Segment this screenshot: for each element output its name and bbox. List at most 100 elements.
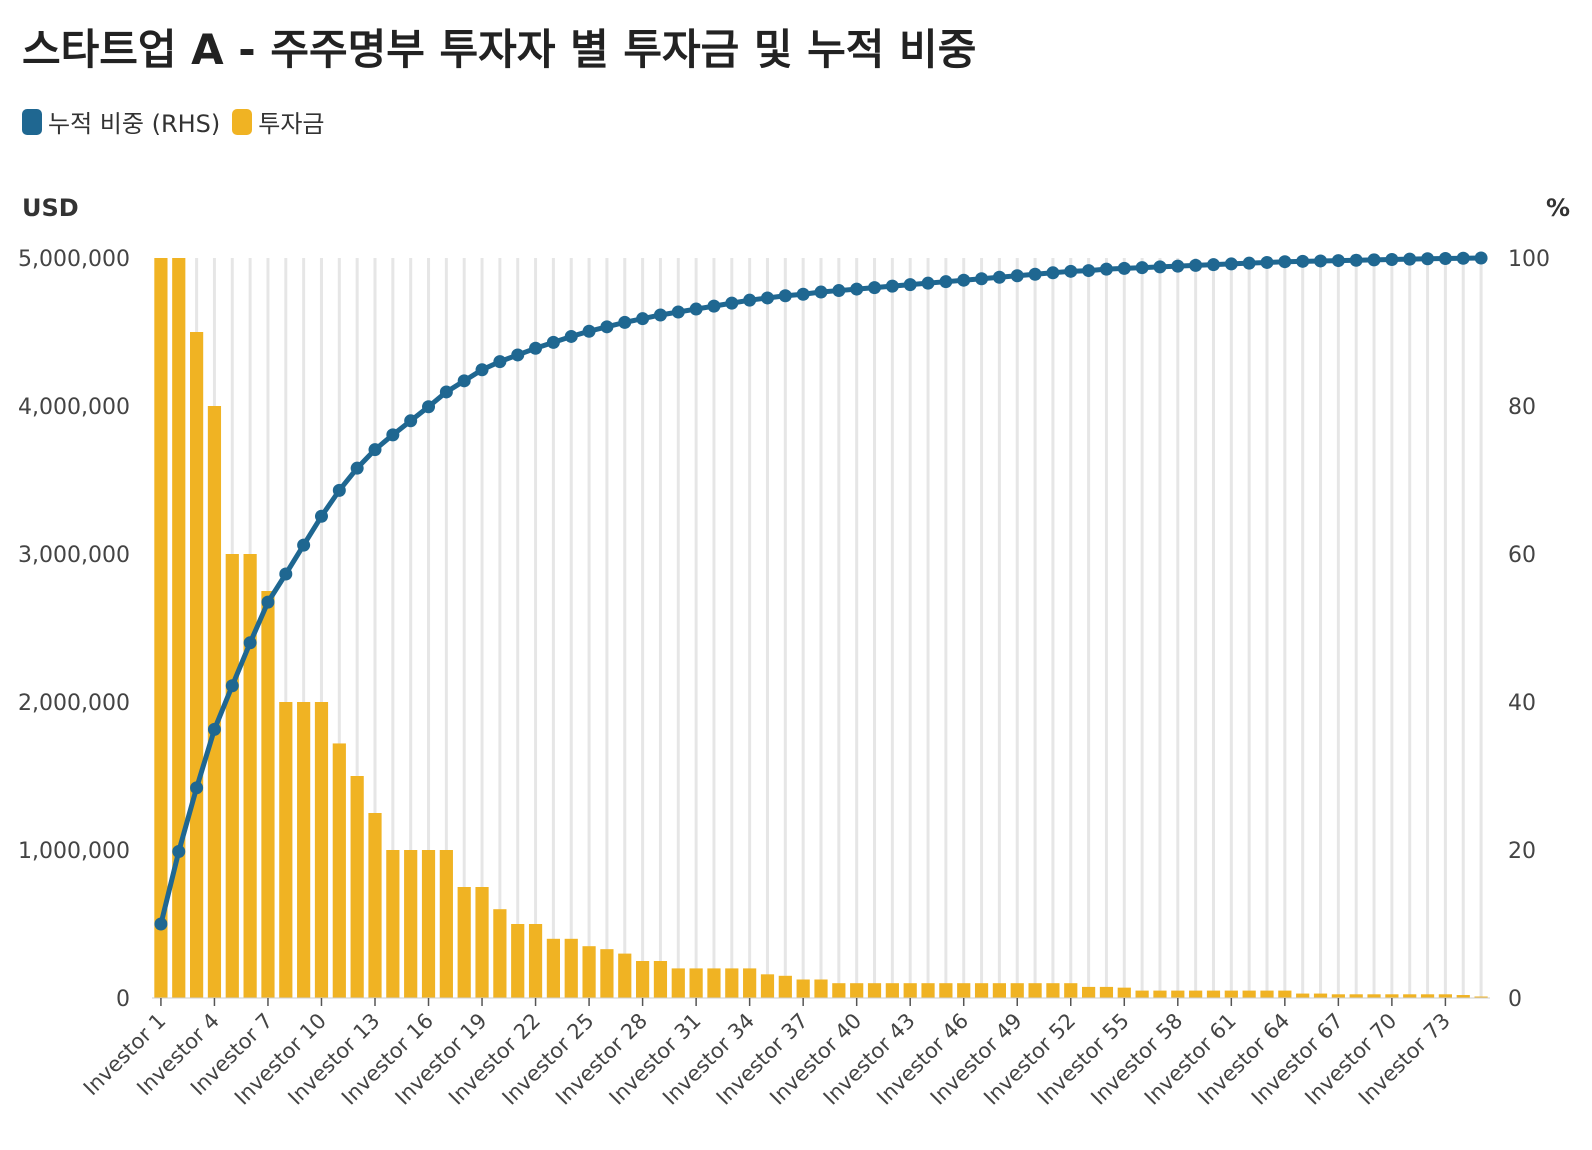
- cumulative-point: [1099, 262, 1113, 276]
- bar: [1403, 994, 1417, 998]
- bar: [618, 953, 632, 998]
- cumulative-point: [225, 679, 239, 693]
- cumulative-point: [1331, 254, 1345, 268]
- bar: [1171, 990, 1185, 998]
- cumulative-point: [1117, 261, 1131, 275]
- bar: [1474, 996, 1488, 998]
- bar: [743, 968, 757, 998]
- cumulative-point: [921, 276, 935, 290]
- cumulative-point: [475, 363, 489, 377]
- cumulative-point: [796, 287, 810, 301]
- cumulative-point: [493, 355, 507, 369]
- bar: [189, 332, 204, 998]
- cumulative-point: [957, 273, 971, 287]
- cumulative-point: [529, 341, 543, 355]
- bar: [582, 946, 596, 998]
- cumulative-point: [1385, 252, 1399, 266]
- bar: [1438, 994, 1453, 998]
- y-right-tick-label: 40: [1508, 691, 1536, 716]
- bar: [1296, 993, 1310, 998]
- bar: [796, 979, 810, 998]
- bar: [850, 983, 864, 998]
- bar: [1046, 983, 1060, 998]
- bar: [903, 983, 917, 998]
- legend-label-cumulative: 누적 비중 (RHS): [48, 110, 221, 138]
- cumulative-point: [511, 348, 525, 362]
- cumulative-point: [1349, 253, 1363, 267]
- bar: [332, 743, 346, 998]
- cumulative-point: [992, 270, 1006, 284]
- cumulative-point: [1064, 264, 1078, 278]
- bar: [493, 909, 507, 998]
- bar: [404, 850, 418, 998]
- cumulative-point: [707, 299, 721, 313]
- cumulative-point: [350, 461, 364, 475]
- bar: [350, 776, 364, 998]
- bar: [885, 983, 899, 998]
- cumulative-point: [243, 636, 257, 650]
- bar: [814, 979, 828, 998]
- bar: [939, 983, 953, 998]
- cumulative-point: [725, 296, 739, 310]
- y-right-tick-label: 80: [1508, 395, 1536, 420]
- cumulative-point: [885, 279, 899, 293]
- cumulative-point: [1242, 256, 1256, 270]
- bar: [421, 850, 436, 998]
- y-right-tick-label: 20: [1508, 839, 1536, 864]
- bar: [921, 983, 935, 998]
- legend-label-investment: 투자금: [258, 110, 325, 138]
- y-left-tick-label: 4,000,000: [18, 395, 130, 420]
- bar: [992, 983, 1007, 998]
- chart-title: 스타트업 A - 주주명부 투자자 별 투자금 및 누적 비중: [22, 25, 977, 74]
- left-axis-unit: USD: [22, 194, 79, 222]
- cumulative-point: [1082, 264, 1096, 278]
- cumulative-point: [814, 285, 828, 299]
- cumulative-point: [618, 315, 632, 329]
- cumulative-point: [422, 400, 436, 414]
- bar: [1206, 990, 1221, 998]
- cumulative-point: [1028, 267, 1042, 281]
- cumulative-point: [279, 567, 293, 581]
- bar: [760, 974, 775, 998]
- cumulative-point: [546, 335, 560, 349]
- bar: [1028, 983, 1042, 998]
- bar: [564, 938, 578, 998]
- bar: [297, 702, 311, 998]
- bar: [635, 961, 650, 998]
- right-axis-unit: %: [1545, 194, 1570, 222]
- y-right-tick-label: 0: [1508, 987, 1522, 1012]
- y-left-tick-label: 3,000,000: [18, 543, 130, 568]
- y-left-tick-label: 5,000,000: [18, 247, 130, 272]
- cumulative-point: [386, 428, 400, 442]
- bar: [279, 702, 293, 998]
- bar: [1367, 994, 1381, 998]
- legend-item-investment[interactable]: 투자금: [232, 104, 325, 139]
- cumulative-point: [939, 275, 953, 289]
- cumulative-point: [868, 281, 882, 295]
- cumulative-point: [671, 305, 685, 319]
- cumulative-point: [1260, 255, 1274, 269]
- y-left-tick-label: 1,000,000: [18, 839, 130, 864]
- cumulative-point: [1135, 261, 1149, 275]
- y-left-tick-label: 0: [116, 987, 130, 1012]
- bar: [1117, 987, 1131, 998]
- cumulative-point: [564, 329, 578, 343]
- bar: [511, 924, 525, 998]
- bar: [261, 591, 275, 998]
- cumulative-point: [1314, 254, 1328, 268]
- cumulative-point: [1171, 259, 1185, 273]
- bar: [1420, 994, 1435, 998]
- cumulative-point: [439, 385, 453, 399]
- legend-item-cumulative[interactable]: 누적 비중 (RHS): [22, 104, 220, 139]
- cumulative-point: [1046, 266, 1060, 280]
- cumulative-point: [154, 917, 168, 931]
- bar: [1153, 990, 1167, 998]
- cumulative-point: [1010, 269, 1024, 283]
- bar: [314, 702, 329, 998]
- bar: [1313, 993, 1328, 998]
- bar: [475, 887, 489, 998]
- bar: [1010, 983, 1024, 998]
- bar: [600, 949, 614, 998]
- cumulative-point: [1189, 258, 1203, 272]
